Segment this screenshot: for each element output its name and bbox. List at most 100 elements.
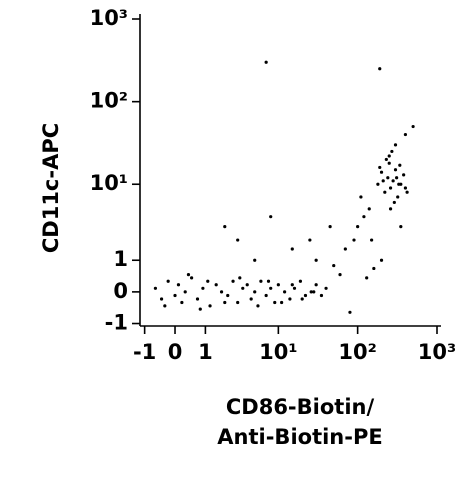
point	[411, 124, 415, 129]
point	[280, 300, 284, 305]
point	[319, 293, 324, 298]
point	[405, 190, 409, 194]
point	[308, 238, 312, 242]
point	[370, 238, 374, 242]
point	[163, 304, 167, 308]
x-axis-label: CD86-Biotin/	[226, 395, 375, 419]
point	[403, 186, 408, 190]
point	[238, 276, 242, 280]
point	[206, 279, 210, 283]
point	[231, 279, 235, 283]
point	[392, 200, 396, 205]
point	[396, 195, 400, 199]
point	[276, 283, 280, 287]
point	[245, 283, 249, 287]
point	[309, 290, 313, 294]
point	[195, 297, 200, 301]
point	[269, 286, 273, 290]
y-tick-label: 10³	[90, 6, 128, 30]
point	[153, 286, 158, 290]
y-tick-label: 10²	[90, 89, 128, 113]
point	[388, 186, 393, 190]
point	[198, 307, 202, 311]
y-tick-label: 1	[113, 247, 128, 271]
point	[253, 258, 257, 262]
point	[312, 290, 316, 294]
y-tick-label: -1	[105, 311, 128, 335]
point	[253, 290, 257, 294]
point	[378, 165, 382, 170]
point	[332, 263, 336, 268]
point	[386, 176, 390, 180]
point	[290, 247, 294, 251]
point	[236, 238, 240, 242]
point	[186, 273, 191, 277]
point	[379, 170, 384, 174]
point	[266, 279, 271, 283]
point	[290, 283, 294, 287]
point	[328, 224, 332, 229]
x-tick-label: 10¹	[259, 340, 297, 364]
point	[395, 176, 399, 180]
point	[176, 283, 181, 287]
point	[208, 304, 212, 308]
point	[387, 161, 391, 165]
point	[214, 283, 218, 287]
point	[226, 293, 230, 298]
point	[343, 247, 347, 251]
point	[390, 149, 394, 154]
point	[288, 297, 292, 301]
point	[303, 293, 308, 298]
point	[352, 238, 356, 242]
point	[201, 286, 205, 290]
point	[399, 224, 403, 229]
point	[356, 224, 360, 229]
point	[387, 154, 391, 158]
point	[183, 290, 187, 294]
point	[241, 286, 245, 290]
point	[348, 310, 352, 314]
point	[223, 224, 227, 229]
point	[402, 173, 406, 177]
point	[283, 290, 287, 294]
point	[223, 300, 227, 305]
point	[379, 258, 384, 262]
point	[264, 60, 268, 64]
point	[256, 304, 260, 308]
point	[378, 67, 382, 71]
point	[273, 300, 277, 305]
point	[376, 182, 380, 186]
x-tick-label: 1	[198, 340, 213, 364]
x-tick-label: -1	[133, 340, 156, 364]
point	[300, 297, 304, 301]
point	[264, 293, 268, 298]
point	[219, 290, 224, 294]
point	[190, 276, 194, 280]
point	[388, 207, 393, 211]
point	[338, 273, 342, 277]
point	[397, 182, 401, 186]
point	[359, 195, 363, 199]
point	[314, 258, 318, 262]
point	[384, 157, 388, 162]
y-tick-label: 0	[113, 279, 128, 303]
y-tick-label: 10¹	[90, 171, 128, 195]
y-axis-label: CD11c-APC	[39, 123, 63, 253]
point	[383, 190, 387, 194]
point	[259, 279, 263, 283]
point	[393, 168, 398, 172]
point	[391, 179, 395, 183]
point	[381, 179, 385, 183]
x-tick-label: 10³	[418, 340, 456, 364]
point	[324, 286, 328, 290]
point	[249, 297, 253, 301]
point	[362, 215, 366, 219]
x-axis-label: Anti-Biotin-PE	[217, 425, 382, 449]
point	[403, 132, 408, 137]
point	[236, 300, 240, 305]
point	[173, 293, 177, 298]
point	[365, 276, 369, 280]
point	[372, 266, 376, 271]
point	[393, 143, 398, 147]
